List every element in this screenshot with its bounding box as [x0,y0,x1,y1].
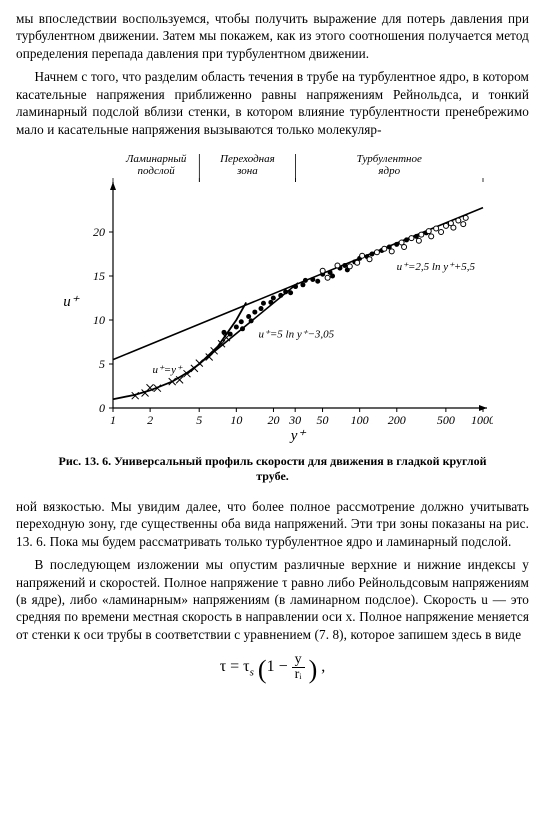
paragraph-4: В последующем изложении мы опустим разли… [16,556,529,643]
svg-text:100: 100 [350,413,368,427]
eq-lhs: τ = τ [220,659,250,676]
svg-text:20: 20 [267,413,279,427]
svg-text:50: 50 [316,413,328,427]
svg-text:200: 200 [387,413,405,427]
svg-text:10: 10 [93,313,105,327]
svg-text:подслой: подслой [137,165,175,177]
svg-text:2: 2 [147,413,153,427]
svg-text:20: 20 [93,225,105,239]
svg-text:10: 10 [230,413,242,427]
velocity-profile-chart: Ламинарныйподслой Переходнаязона Турбулент… [53,148,493,448]
equation: τ = τs (1 − yrᵢ ) , [16,653,529,687]
svg-text:Ламинарный: Ламинарный [124,153,186,165]
svg-text:1000: 1000 [471,413,493,427]
svg-text:500: 500 [436,413,454,427]
svg-text:ядро: ядро [377,165,400,177]
figure-caption: Рис. 13. 6. Универсальный профиль скорос… [46,454,499,484]
svg-text:зона: зона [236,165,258,177]
svg-text:y⁺: y⁺ [288,428,306,444]
svg-text:0: 0 [99,401,105,415]
paragraph-1: мы впоследствии воспользуемся, чтобы пол… [16,10,529,62]
paragraph-2: Начнем с того, что разделим область тече… [16,68,529,138]
svg-text:15: 15 [93,269,105,283]
svg-text:u⁺: u⁺ [63,294,80,310]
svg-text:5: 5 [99,357,105,371]
svg-text:5: 5 [196,413,202,427]
svg-text:Переходная: Переходная [219,153,275,165]
svg-text:Турбулентное: Турбулентное [356,153,421,165]
svg-text:1: 1 [110,413,116,427]
svg-text:u⁺=y⁺: u⁺=y⁺ [152,364,183,376]
svg-text:30: 30 [288,413,301,427]
svg-text:u⁺=2,5 ln y⁺+5,5: u⁺=2,5 ln y⁺+5,5 [396,261,475,273]
svg-text:u⁺=5 ln y⁺−3,05: u⁺=5 ln y⁺−3,05 [258,329,334,341]
paragraph-3: ной вязкостью. Мы увидим далее, что боле… [16,498,529,550]
